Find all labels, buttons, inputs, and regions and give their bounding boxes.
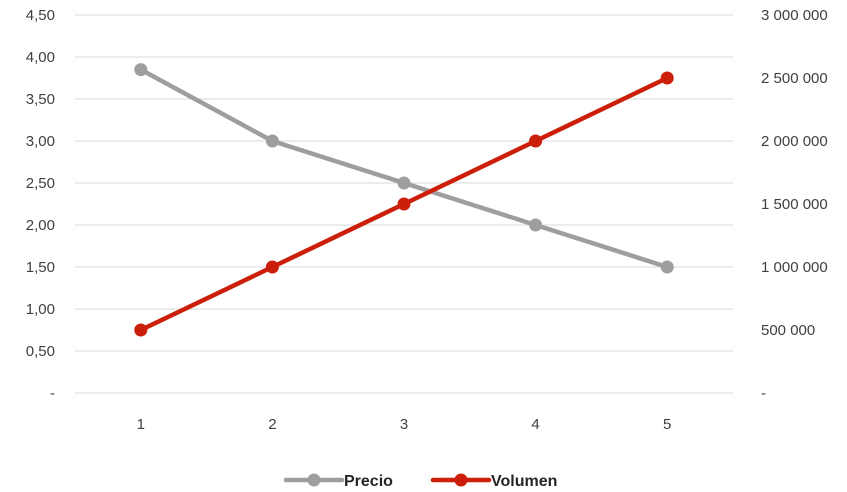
series-group bbox=[134, 63, 674, 337]
data-point-volumen bbox=[397, 197, 411, 211]
data-point-volumen bbox=[134, 323, 148, 337]
x-tick-label: 5 bbox=[663, 416, 671, 433]
data-point-precio bbox=[134, 63, 148, 77]
data-point-precio bbox=[529, 218, 543, 232]
legend-label-volumen: Volumen bbox=[491, 473, 557, 490]
data-point-precio bbox=[660, 260, 674, 274]
left-tick-label: 2,50 bbox=[26, 175, 55, 192]
left-tick-label: 0,50 bbox=[26, 343, 55, 360]
left-tick-label: 3,50 bbox=[26, 91, 55, 108]
left-tick-label: 2,00 bbox=[26, 217, 55, 234]
right-tick-label: 3 000 000 bbox=[761, 7, 828, 24]
left-axis-ticks: - 0,50 1,00 1,50 2,00 2,50 3,00 3,50 4,00 4,50 bbox=[26, 7, 55, 402]
left-tick-label: 4,50 bbox=[26, 7, 55, 24]
left-tick-label: 1,00 bbox=[26, 301, 55, 318]
left-tick-label: 1,50 bbox=[26, 259, 55, 276]
left-tick-label: 4,00 bbox=[26, 49, 55, 66]
left-tick-label: 3,00 bbox=[26, 133, 55, 150]
right-tick-label: 2 000 000 bbox=[761, 133, 828, 150]
x-tick-label: 2 bbox=[268, 416, 276, 433]
data-point-volumen bbox=[660, 71, 674, 85]
x-tick-label: 1 bbox=[137, 416, 145, 433]
right-tick-label: 1 000 000 bbox=[761, 259, 828, 276]
right-axis-ticks: - 500 000 1 000 000 1 500 000 2 000 000 2 500… bbox=[761, 7, 828, 402]
data-point-precio bbox=[397, 176, 411, 190]
left-tick-label: - bbox=[50, 385, 55, 402]
x-tick-label: 3 bbox=[400, 416, 408, 433]
legend: Precio Volumen bbox=[283, 473, 557, 490]
right-tick-label: 2 500 000 bbox=[761, 70, 828, 87]
data-point-volumen bbox=[265, 260, 279, 274]
legend-marker-precio bbox=[307, 473, 321, 487]
data-point-volumen bbox=[529, 134, 543, 148]
legend-label-precio: Precio bbox=[344, 473, 393, 490]
right-tick-label: - bbox=[761, 385, 766, 402]
data-point-precio bbox=[265, 134, 279, 148]
legend-marker-volumen bbox=[454, 473, 468, 487]
x-axis-ticks: 1 2 3 4 5 bbox=[137, 416, 672, 433]
right-tick-label: 1 500 000 bbox=[761, 196, 828, 213]
right-tick-label: 500 000 bbox=[761, 322, 815, 339]
x-tick-label: 4 bbox=[531, 416, 539, 433]
